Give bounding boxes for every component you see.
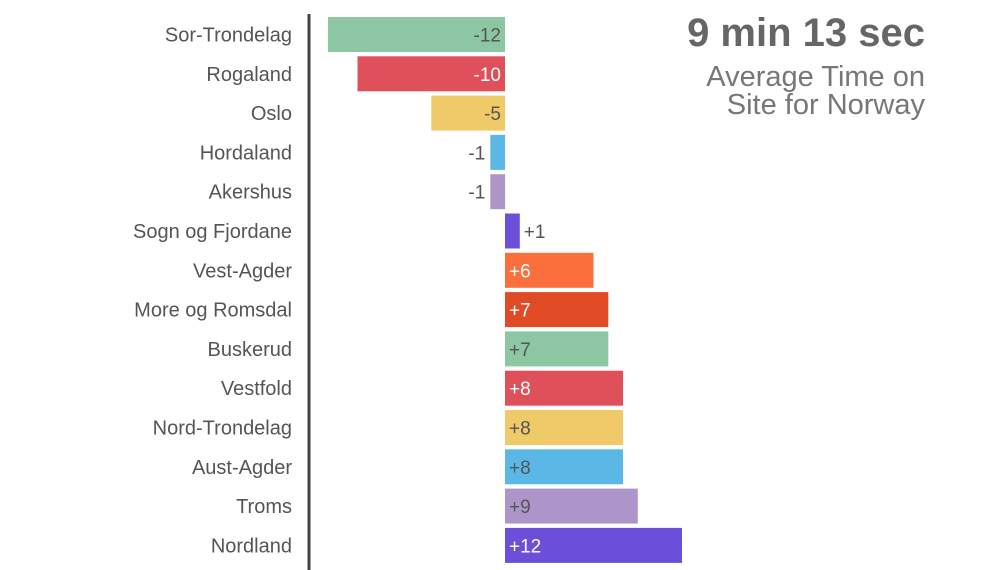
bar-buskerud [505,331,609,367]
value-label: -1 [468,143,485,164]
headline-caption-line1: Average Time on [706,61,925,93]
value-label: +9 [509,497,531,518]
headline-caption-line2: Site for Norway [727,89,926,121]
category-label: Buskerud [208,339,293,361]
category-label: Sogn og Fjordane [133,221,292,243]
bars-group: Sor-Trondelag -12 Rogaland -10 Oslo -5 Hordala… [133,17,682,563]
category-label: Nordland [211,535,292,557]
value-label: -12 [474,26,501,47]
category-label: Aust-Agder [192,457,292,479]
bar-vestfold [505,370,623,406]
value-label: +8 [509,379,531,400]
bar-sor-trondelag [328,17,505,52]
bar-sogn-og-fjordane [505,213,520,249]
value-label: +7 [509,340,531,361]
bar-vest-agder [505,252,594,288]
value-label: +1 [524,222,546,243]
value-label: +6 [509,261,531,282]
category-label: Hordaland [200,142,292,164]
category-label: Sor-Trondelag [165,25,292,47]
bar-aust-agder [505,449,623,485]
category-label: Troms [236,496,292,518]
category-label: Vestfold [221,378,292,400]
value-label: +8 [509,458,531,479]
headline: 9 min 13 sec Average Time on Site for No… [687,11,925,121]
value-label: -10 [474,65,501,86]
category-label: Oslo [251,103,292,125]
value-label: -1 [468,183,485,204]
category-label: Akershus [209,182,292,204]
category-label: Nord-Trondelag [153,418,292,440]
bar-akershus [490,174,506,210]
category-label: More og Romsdal [134,300,292,322]
value-label: +8 [509,419,531,440]
bar-more-og-romsdal [505,292,609,328]
bar-hordaland [490,134,506,170]
category-label: Vest-Agder [193,260,292,282]
bar-oslo [431,95,506,131]
headline-time: 9 min 13 sec [687,11,925,55]
bar-rogaland [357,56,505,92]
value-label: +7 [509,301,531,322]
value-label: +12 [509,536,541,557]
category-label: Rogaland [206,64,292,86]
value-label: -5 [484,104,501,125]
bar-nordland [505,527,682,563]
bar-troms [505,488,638,524]
bar-nord-trondelag [505,410,623,445]
